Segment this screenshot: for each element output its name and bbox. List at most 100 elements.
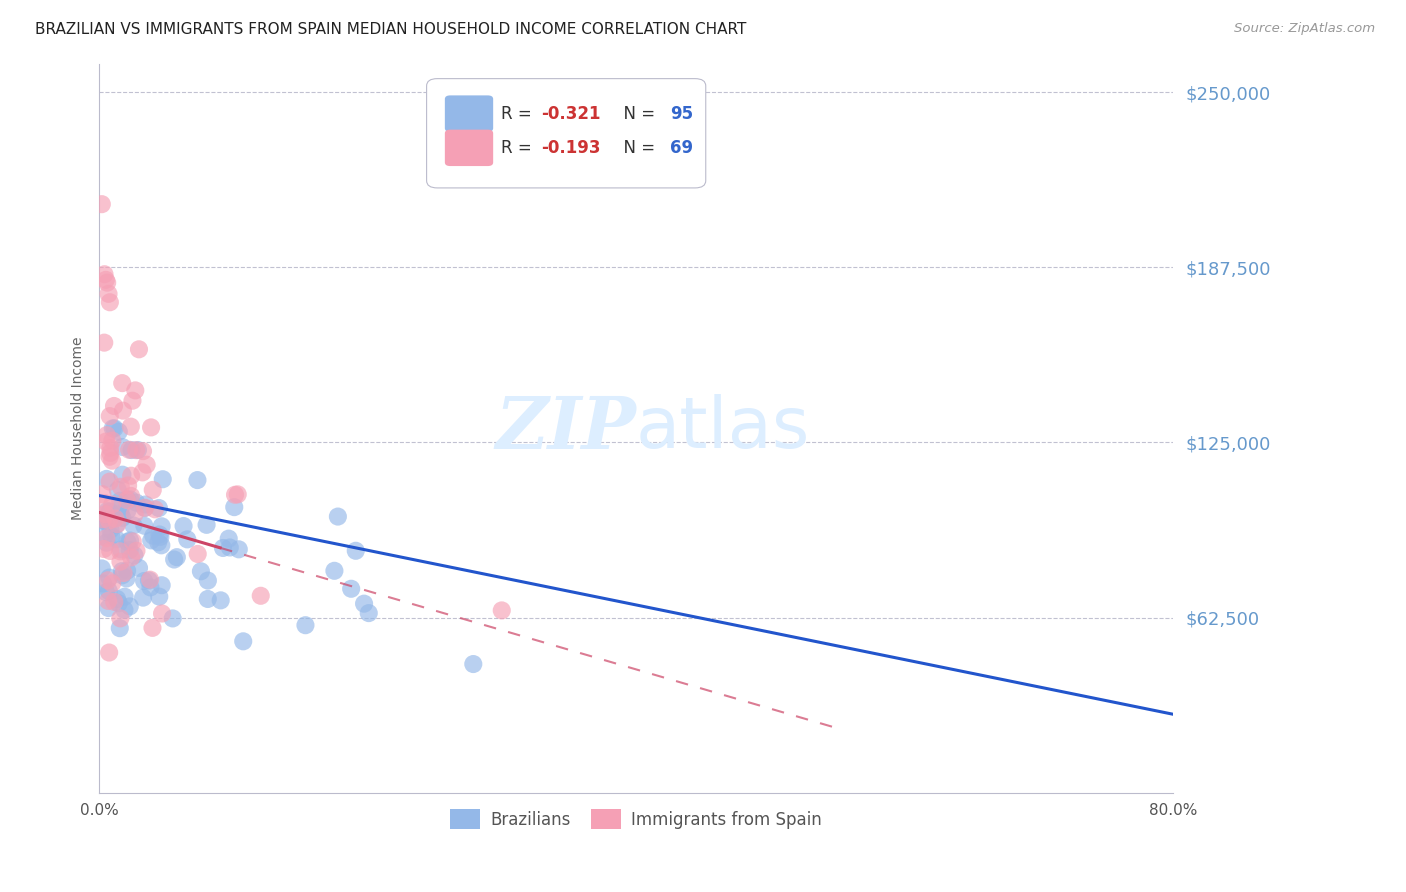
Point <box>96 472 118 486</box>
Point <box>326 509 349 524</box>
Point <box>197 591 219 606</box>
Point <box>94 496 117 510</box>
Point <box>98 571 121 585</box>
Point <box>98 544 121 558</box>
Point <box>135 458 157 472</box>
Point <box>118 442 141 457</box>
Point <box>463 657 485 671</box>
Point <box>90 561 112 575</box>
Point <box>139 420 162 434</box>
Point <box>93 267 115 281</box>
Point <box>91 487 114 501</box>
Point <box>103 399 125 413</box>
Point <box>111 564 134 578</box>
Point <box>134 500 156 515</box>
Point <box>98 295 121 310</box>
Point <box>209 593 232 607</box>
Point <box>357 606 380 620</box>
Point <box>93 541 115 556</box>
Point <box>104 511 127 525</box>
Point <box>162 611 184 625</box>
Point <box>142 483 165 497</box>
Point <box>96 276 118 290</box>
Point <box>90 197 112 211</box>
Point <box>124 384 146 398</box>
Point <box>353 597 375 611</box>
Point <box>101 434 124 448</box>
Point <box>105 533 128 547</box>
Point <box>115 572 138 586</box>
Point <box>93 514 115 528</box>
Point <box>101 497 124 511</box>
Point <box>93 530 115 544</box>
Point <box>110 555 132 569</box>
Point <box>142 529 165 543</box>
Point <box>111 440 134 454</box>
Text: R =: R = <box>501 104 537 122</box>
Point <box>150 538 173 552</box>
Text: BRAZILIAN VS IMMIGRANTS FROM SPAIN MEDIAN HOUSEHOLD INCOME CORRELATION CHART: BRAZILIAN VS IMMIGRANTS FROM SPAIN MEDIA… <box>35 22 747 37</box>
Text: Source: ZipAtlas.com: Source: ZipAtlas.com <box>1234 22 1375 36</box>
Point <box>186 473 208 487</box>
Point <box>125 496 148 510</box>
Point <box>118 533 141 548</box>
Point <box>149 530 172 544</box>
Legend: Brazilians, Immigrants from Spain: Brazilians, Immigrants from Spain <box>444 803 828 835</box>
Point <box>120 492 142 507</box>
Point <box>134 574 156 588</box>
Point <box>97 583 120 598</box>
Point <box>110 507 132 521</box>
Point <box>120 419 142 434</box>
Point <box>94 585 117 599</box>
Text: N =: N = <box>613 104 661 122</box>
Point <box>103 421 125 435</box>
FancyBboxPatch shape <box>444 95 494 132</box>
Point <box>125 443 148 458</box>
Point <box>148 527 170 541</box>
Point <box>294 618 316 632</box>
Point <box>94 273 117 287</box>
Point <box>163 552 186 566</box>
Point <box>110 480 132 494</box>
Point <box>124 507 146 521</box>
Point <box>98 475 121 489</box>
Point <box>103 595 125 609</box>
Point <box>197 574 219 588</box>
Point <box>91 513 114 527</box>
Point <box>96 504 118 518</box>
Point <box>218 541 240 555</box>
Point <box>103 511 125 525</box>
Point <box>108 621 131 635</box>
FancyBboxPatch shape <box>426 78 706 188</box>
Point <box>94 434 117 449</box>
Text: 69: 69 <box>671 139 693 157</box>
Point <box>118 543 141 558</box>
Point <box>173 519 195 533</box>
Point <box>98 646 121 660</box>
Point <box>98 505 121 519</box>
Point <box>110 611 132 625</box>
Point <box>232 634 254 648</box>
Point <box>150 519 173 533</box>
Point <box>148 501 170 516</box>
Point <box>98 409 121 424</box>
Point <box>96 428 118 442</box>
Point <box>111 403 134 417</box>
Point <box>97 594 120 608</box>
Text: -0.193: -0.193 <box>541 139 600 157</box>
Point <box>134 501 156 516</box>
Point <box>111 467 134 482</box>
Point <box>101 453 124 467</box>
Point <box>150 607 173 621</box>
Point <box>91 512 114 526</box>
Point <box>105 592 128 607</box>
Point <box>132 444 155 458</box>
Point <box>96 535 118 549</box>
Point <box>226 487 249 501</box>
Point <box>112 566 135 580</box>
Point <box>141 533 163 548</box>
Point <box>139 581 162 595</box>
Point <box>224 488 246 502</box>
Point <box>91 512 114 526</box>
Point <box>118 599 141 614</box>
